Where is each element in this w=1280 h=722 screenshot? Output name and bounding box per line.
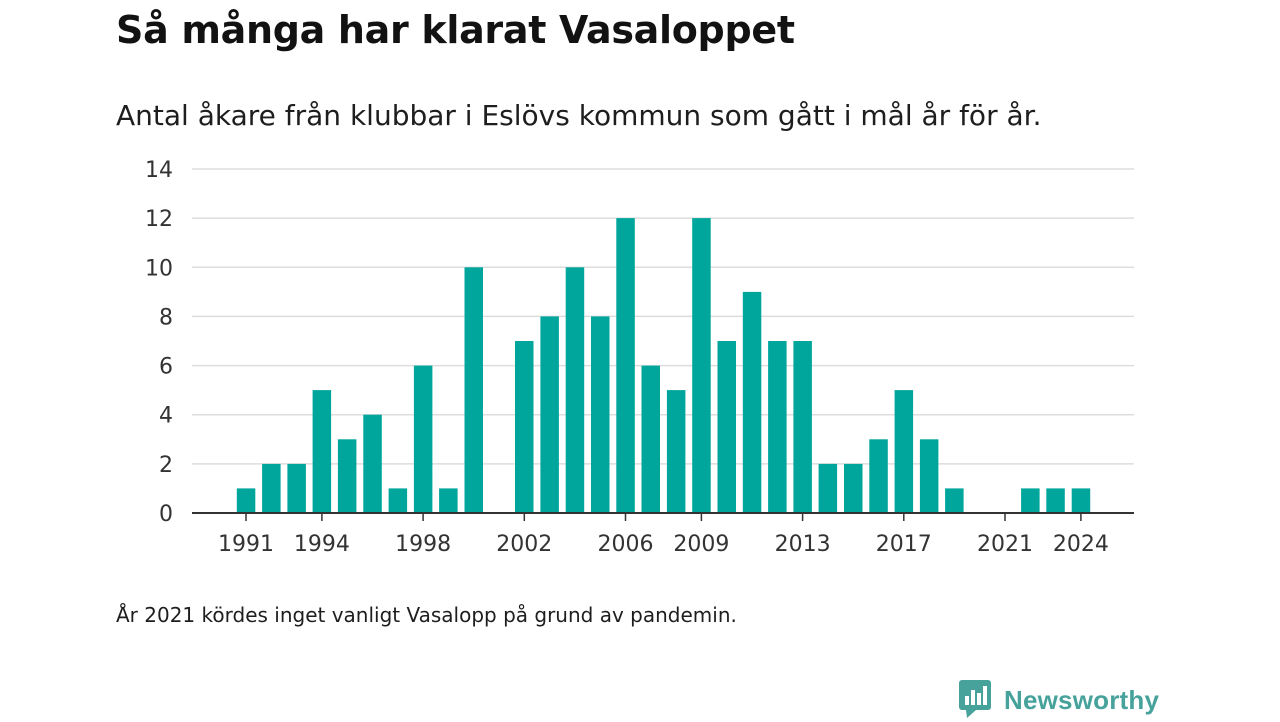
y-tick-label: 0 (159, 502, 173, 527)
x-tick-label: 2002 (496, 532, 552, 557)
y-tick-label: 4 (159, 404, 173, 429)
bar-2013 (793, 341, 812, 513)
x-axis-tick-labels: 1991 1994 1998 2002 2006 2009 2013 2017 2021 2024 (218, 532, 1109, 557)
bar-2006 (616, 218, 635, 513)
bar-2004 (565, 267, 585, 513)
bar-2014 (818, 463, 838, 513)
bar-2024 (1071, 488, 1091, 513)
y-tick-label: 8 (159, 305, 173, 330)
bar-2008 (666, 390, 686, 513)
bar-2015 (844, 463, 863, 513)
bar-1991 (236, 488, 256, 513)
y-axis-tick-labels: 0 2 4 6 8 10 12 14 (145, 158, 173, 527)
y-tick-label: 10 (145, 256, 173, 281)
bar-1993 (287, 463, 306, 513)
x-axis (192, 512, 1134, 521)
bar-2019 (945, 488, 964, 513)
bar-1995 (337, 439, 357, 513)
x-tick-label: 2021 (977, 532, 1033, 557)
x-tick-label: 1994 (294, 532, 350, 557)
bar-1998 (413, 365, 433, 513)
brand-name: Newsworthy (1004, 684, 1160, 715)
bar-2009 (692, 218, 711, 513)
x-tick-label: 2017 (876, 532, 932, 557)
x-tick-label: 2013 (775, 532, 831, 557)
bar-2023 (1046, 488, 1065, 513)
bar-2022 (1021, 488, 1040, 513)
bar-2012 (768, 341, 787, 513)
y-tick-label: 6 (159, 355, 173, 380)
bar-2003 (540, 316, 559, 513)
bar-2018 (919, 439, 939, 513)
bar-1997 (388, 488, 408, 513)
bar-2002 (515, 341, 534, 513)
bar-2011 (742, 291, 762, 513)
x-tick-label: 1991 (218, 532, 274, 557)
x-tick-label: 2009 (673, 532, 729, 557)
x-tick-label: 2006 (598, 532, 654, 557)
x-tick-label: 1998 (395, 532, 451, 557)
brand-logo[interactable]: Newsworthy (958, 680, 1159, 720)
bar-chart: 0 2 4 6 8 10 12 14 1991 1994 1998 2002 2006 2009 2013… (145, 158, 1134, 557)
bar-1994 (312, 390, 332, 513)
grid-lines (192, 168, 1134, 465)
chart-subtitle: Antal åkare från klubbar i Eslövs kommun… (116, 99, 1042, 132)
bar-2000 (464, 267, 483, 513)
chart-title: Så många har klarat Vasaloppet (116, 8, 795, 52)
bar-1996 (363, 414, 382, 513)
y-tick-label: 12 (145, 207, 173, 232)
bar-2005 (591, 316, 610, 513)
bar-1992 (262, 463, 281, 513)
x-tick-label: 2024 (1053, 532, 1109, 557)
bar-1999 (439, 488, 458, 513)
y-tick-label: 2 (159, 453, 173, 478)
footnote: År 2021 kördes inget vanligt Vasalopp på… (116, 603, 737, 627)
y-tick-label: 14 (145, 158, 173, 183)
bar-2010 (717, 341, 736, 513)
bar-2007 (641, 365, 660, 513)
bar-chart-speech-bubble-icon (958, 678, 992, 722)
bar-2017 (894, 390, 914, 513)
bar-series (236, 218, 1091, 513)
bar-2016 (869, 439, 888, 513)
